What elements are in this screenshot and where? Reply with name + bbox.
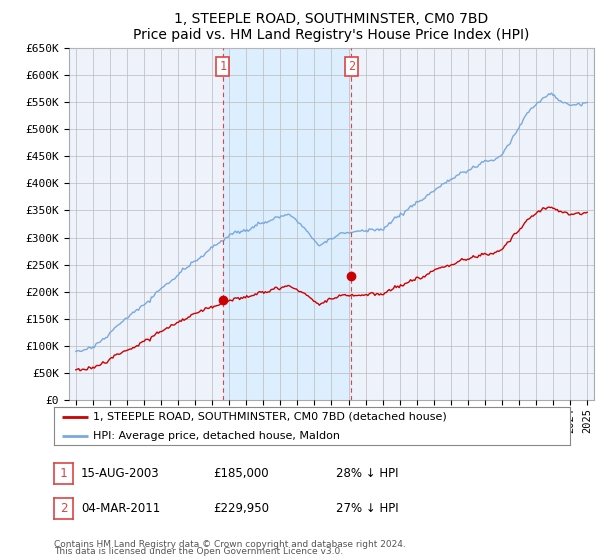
Title: 1, STEEPLE ROAD, SOUTHMINSTER, CM0 7BD
Price paid vs. HM Land Registry's House P: 1, STEEPLE ROAD, SOUTHMINSTER, CM0 7BD P… [133,12,530,42]
Text: 1: 1 [219,60,226,73]
Text: 1, STEEPLE ROAD, SOUTHMINSTER, CM0 7BD (detached house): 1, STEEPLE ROAD, SOUTHMINSTER, CM0 7BD (… [92,412,446,422]
Text: £229,950: £229,950 [213,502,269,515]
Text: This data is licensed under the Open Government Licence v3.0.: This data is licensed under the Open Gov… [54,548,343,557]
Text: 2: 2 [348,60,355,73]
Text: 2: 2 [60,502,67,515]
Bar [223,48,352,400]
Text: £185,000: £185,000 [213,466,269,480]
Text: 1: 1 [60,466,67,480]
Text: 15-AUG-2003: 15-AUG-2003 [81,466,160,480]
Text: 27% ↓ HPI: 27% ↓ HPI [336,502,398,515]
Text: 28% ↓ HPI: 28% ↓ HPI [336,466,398,480]
Text: Contains HM Land Registry data © Crown copyright and database right 2024.: Contains HM Land Registry data © Crown c… [54,540,406,549]
Text: 04-MAR-2011: 04-MAR-2011 [81,502,160,515]
Text: HPI: Average price, detached house, Maldon: HPI: Average price, detached house, Mald… [92,431,340,441]
